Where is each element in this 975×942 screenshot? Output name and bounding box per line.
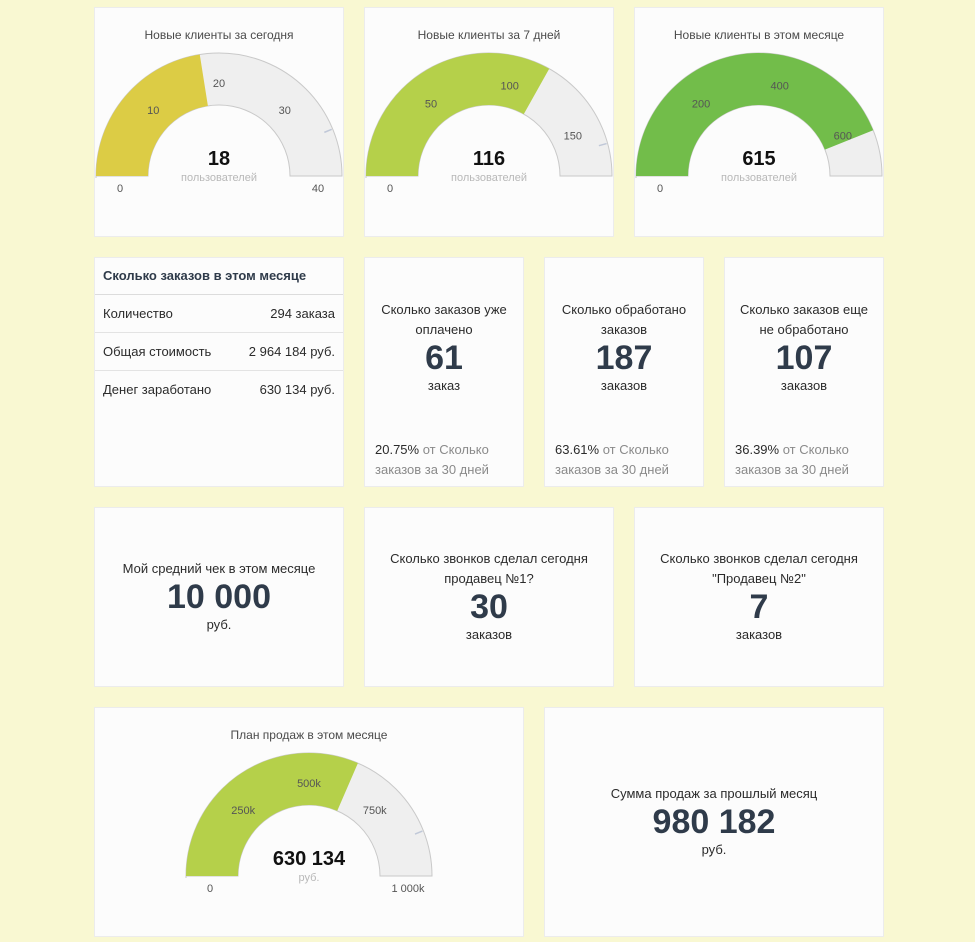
row-value: 2 964 184 руб. <box>248 344 335 359</box>
table-row: Общая стоимость 2 964 184 руб. <box>95 333 343 371</box>
gauge-card-month: Новые клиенты в этом месяце 0 200 400 600 61… <box>634 7 884 237</box>
gauge-value-arc <box>96 54 208 176</box>
gauge-tick-label: 750k <box>363 805 387 817</box>
gauge-card-week: Новые клиенты за 7 дней 0 50 100 150 116 поль… <box>364 7 614 237</box>
gauge-tick-label: 1 000k <box>391 883 425 895</box>
gauge-title: Новые клиенты за 7 дней <box>417 28 561 42</box>
gauge-value-label: 615 <box>742 148 775 170</box>
stat-unit: заказ <box>427 378 461 393</box>
gauge-tick-label: 0 <box>657 183 663 195</box>
orders-table-card: Сколько заказов в этом месяце Количество… <box>94 257 344 487</box>
gauge-unit-label: пользователей <box>451 172 527 184</box>
gauge-chart-week: 0 50 100 150 116 пользователей <box>365 52 613 195</box>
stat-value: 7 <box>749 588 769 626</box>
stat-value: 10 000 <box>167 578 271 616</box>
orders-table-title: Сколько заказов в этом месяце <box>95 258 343 295</box>
gauge-tick-label: 250k <box>231 805 255 817</box>
table-row: Количество 294 заказа <box>95 295 343 333</box>
gauge-unit-label: пользователей <box>721 172 797 184</box>
row-value: 294 заказа <box>270 306 335 321</box>
stat-label: Сколько звонков сделал сегодня "Продавец… <box>660 551 858 586</box>
gauge-tick-label: 500k <box>297 778 321 790</box>
gauge-value-label: 630 134 <box>273 848 346 870</box>
gauge-tick-label: 20 <box>213 78 225 90</box>
row-label: Денег заработано <box>103 382 212 397</box>
gauge-band-marker <box>598 142 607 147</box>
stat-footnote: 20.75% от Сколько заказов за 30 дней <box>375 440 517 480</box>
gauge-band-marker <box>324 128 333 134</box>
gauge-tick-label: 40 <box>312 183 324 195</box>
gauge-unit-label: руб. <box>299 872 320 884</box>
gauge-chart-today: 0 10 20 30 40 18 пользователей <box>95 52 343 195</box>
stat-percent: 20.75% <box>375 442 420 457</box>
gauge-tick-label: 0 <box>387 183 393 195</box>
stat-label: Сумма продаж за прошлый месяц <box>610 786 818 801</box>
gauge-tick-label: 150 <box>564 131 582 143</box>
calls-seller2-card: Сколько звонков сделал сегодня "Продавец… <box>634 507 884 687</box>
row-label: Количество <box>103 306 173 321</box>
stat-value: 187 <box>595 339 653 377</box>
stat-label: Сколько заказов еще не обработано <box>739 302 869 337</box>
gauge-tick-label: 400 <box>771 80 789 92</box>
stat-label: Сколько звонков сделал сегодня продавец … <box>390 551 588 586</box>
stat-percent-text: от Сколько заказов за 30 дней <box>555 442 669 477</box>
gauge-tick-label: 30 <box>279 105 291 117</box>
stat-unit: заказов <box>600 378 648 393</box>
stat-percent: 36.39% <box>735 442 780 457</box>
stat-value: 980 182 <box>652 803 776 841</box>
stat-label: Сколько заказов уже оплачено <box>381 302 507 337</box>
last-month-sales-card: Сумма продаж за прошлый месяц 980 182 ру… <box>544 707 884 937</box>
stat-label: Мой средний чек в этом месяце <box>122 561 316 576</box>
gauge-tick-label: 100 <box>501 80 519 92</box>
avg-check-card: Мой средний чек в этом месяце 10 000 руб… <box>94 507 344 687</box>
stat-unit: руб. <box>701 842 727 857</box>
gauge-tick-label: 0 <box>207 883 213 895</box>
gauge-tick-label: 0 <box>117 183 123 195</box>
stat-percent-text: от Сколько заказов за 30 дней <box>375 442 489 477</box>
gauge-chart-month: 0 200 400 600 615 пользователей <box>635 52 883 195</box>
gauge-value-arc <box>636 53 874 176</box>
gauge-value-arc <box>366 52 550 176</box>
stat-unit: заказов <box>735 627 783 642</box>
row-label: Общая стоимость <box>103 344 212 359</box>
stat-value: 30 <box>470 588 508 626</box>
stat-unit: заказов <box>465 627 513 642</box>
gauge-band-marker <box>414 830 423 835</box>
gauge-value-label: 116 <box>473 148 505 170</box>
gauge-tick-label: 10 <box>147 105 159 117</box>
stat-unit: заказов <box>780 378 828 393</box>
gauge-card-plan: План продаж в этом месяце 0 250k 500k 750k 1… <box>94 707 524 937</box>
gauge-title: План продаж в этом месяце <box>230 728 388 742</box>
gauge-card-today: Новые клиенты за сегодня 0 10 20 30 40 18 поль… <box>94 7 344 237</box>
gauge-tick-label: 600 <box>834 131 852 143</box>
gauge-title: Новые клиенты в этом месяце <box>673 28 845 42</box>
table-row: Денег заработано 630 134 руб. <box>95 371 343 408</box>
unprocessed-orders-card: Сколько заказов еще не обработано 107 за… <box>724 257 884 487</box>
stat-value: 107 <box>775 339 833 377</box>
stat-label: Сколько обработано заказов <box>561 302 687 337</box>
gauge-unit-label: пользователей <box>181 172 257 184</box>
gauge-chart-plan: 0 250k 500k 750k 1 000k 630 134 руб. <box>185 752 433 895</box>
stat-percent: 63.61% <box>555 442 600 457</box>
row-value: 630 134 руб. <box>259 382 335 397</box>
stat-value: 61 <box>425 339 463 377</box>
processed-orders-card: Сколько обработано заказов 187 заказов 6… <box>544 257 704 487</box>
stat-percent-text: от Сколько заказов за 30 дней <box>735 442 849 477</box>
paid-orders-card: Сколько заказов уже оплачено 61 заказ 20… <box>364 257 524 487</box>
calls-seller1-card: Сколько звонков сделал сегодня продавец … <box>364 507 614 687</box>
gauge-tick-label: 200 <box>692 98 710 110</box>
stat-footnote: 36.39% от Сколько заказов за 30 дней <box>735 440 877 480</box>
gauge-tick-label: 50 <box>425 98 437 110</box>
gauge-title: Новые клиенты за сегодня <box>144 28 294 42</box>
gauge-value-arc <box>186 753 358 876</box>
stat-unit: руб. <box>206 617 232 632</box>
gauge-value-label: 18 <box>208 148 230 170</box>
stat-footnote: 63.61% от Сколько заказов за 30 дней <box>555 440 697 480</box>
